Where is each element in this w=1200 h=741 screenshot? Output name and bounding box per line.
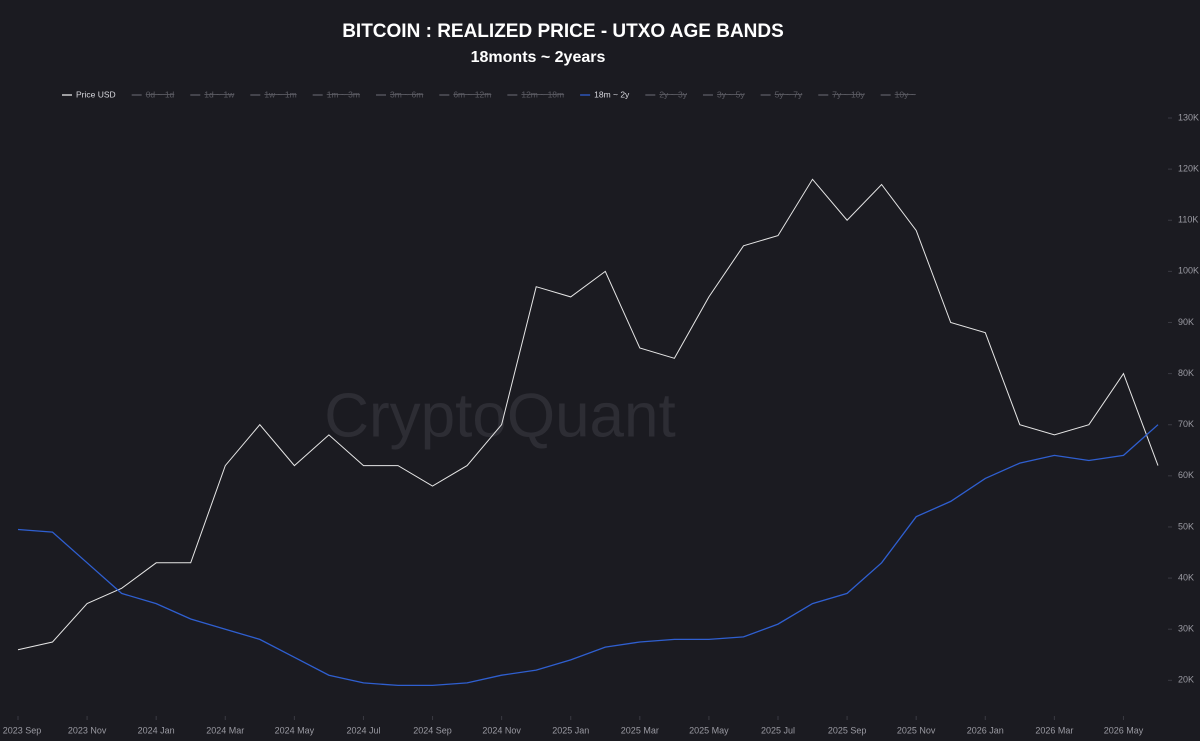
- legend-item[interactable]: 10y ~: [880, 89, 916, 99]
- legend-item[interactable]: 1m ~ 3m: [312, 89, 360, 99]
- legend-item[interactable]: 1w ~ 1m: [250, 89, 297, 99]
- legend-item[interactable]: 7y ~ 10y: [818, 89, 865, 99]
- y-tick-label: 80K: [1178, 368, 1194, 378]
- y-tick-label: 70K: [1178, 419, 1194, 429]
- x-tick-label: 2025 Jan: [552, 725, 589, 735]
- legend-label: 1m ~ 3m: [327, 89, 360, 99]
- x-tick-label: 2026 Jan: [967, 725, 1004, 735]
- y-tick-label: 20K: [1178, 675, 1194, 685]
- legend-item[interactable]: 0d ~ 1d: [131, 89, 175, 99]
- legend-item[interactable]: 3y ~ 5y: [702, 89, 745, 99]
- legend-item[interactable]: 2y ~ 3y: [645, 89, 688, 99]
- x-tick-label: 2025 Jul: [761, 725, 795, 735]
- legend-label: 1w ~ 1m: [264, 89, 296, 99]
- y-tick-label: 40K: [1178, 572, 1194, 582]
- y-tick-label: 120K: [1178, 163, 1199, 173]
- legend-label: 12m ~ 18m: [521, 89, 564, 99]
- y-tick-label: 110K: [1178, 215, 1198, 225]
- x-tick-label: 2024 Mar: [206, 725, 244, 735]
- legend-label: 3y ~ 5y: [717, 89, 745, 99]
- legend-label: 18m ~ 2y: [594, 89, 630, 99]
- x-tick-label: 2025 Nov: [897, 725, 936, 735]
- x-tick-label: 2025 May: [689, 725, 729, 735]
- x-tick-label: 2024 Nov: [482, 725, 521, 735]
- y-tick-label: 50K: [1178, 521, 1194, 531]
- y-tick-label: 130K: [1178, 112, 1199, 122]
- legend-label: Price USD: [76, 89, 116, 99]
- x-tick-label: 2024 Jan: [138, 725, 175, 735]
- x-tick-label: 2023 Nov: [68, 725, 107, 735]
- legend-label: 7y ~ 10y: [832, 89, 865, 99]
- chart-subtitle: 18monts ~ 2years: [471, 49, 606, 66]
- x-tick-label: 2024 May: [275, 725, 315, 735]
- legend-label: 6m ~ 12m: [453, 89, 491, 99]
- chart-title: BITCOIN : REALIZED PRICE - UTXO AGE BAND…: [342, 21, 784, 42]
- legend-item[interactable]: 5y ~ 7y: [760, 89, 803, 99]
- x-tick-label: 2026 May: [1104, 725, 1144, 735]
- y-tick-label: 30K: [1178, 624, 1194, 634]
- watermark: CryptoQuant: [324, 381, 676, 450]
- legend-item[interactable]: 1d ~ 1w: [190, 89, 235, 99]
- x-tick-label: 2025 Sep: [828, 725, 867, 735]
- series-line: [17, 178, 1159, 651]
- y-tick-label: 60K: [1178, 470, 1194, 480]
- legend-item[interactable]: 12m ~ 18m: [507, 89, 564, 99]
- legend-label: 5y ~ 7y: [775, 89, 803, 99]
- legend-item[interactable]: Price USD: [62, 89, 116, 99]
- legend-label: 2y ~ 3y: [659, 89, 687, 99]
- y-tick-label: 90K: [1178, 317, 1194, 327]
- x-tick-label: 2024 Jul: [346, 725, 380, 735]
- x-tick-label: 2026 Mar: [1035, 725, 1073, 735]
- legend-item[interactable]: 3m ~ 6m: [376, 89, 423, 99]
- y-tick-label: 100K: [1178, 266, 1199, 276]
- series-line: [17, 424, 1159, 687]
- x-tick-label: 2023 Sep: [3, 725, 42, 735]
- legend-label: 3m ~ 6m: [390, 89, 423, 99]
- legend-label: 10y ~: [895, 89, 916, 99]
- x-tick-label: 2024 Sep: [413, 725, 452, 735]
- legend-label: 1d ~ 1w: [204, 89, 235, 99]
- legend-item[interactable]: 18m ~ 2y: [580, 89, 630, 99]
- legend-item[interactable]: 6m ~ 12m: [439, 89, 491, 99]
- x-tick-label: 2025 Mar: [621, 725, 659, 735]
- legend-label: 0d ~ 1d: [146, 89, 175, 99]
